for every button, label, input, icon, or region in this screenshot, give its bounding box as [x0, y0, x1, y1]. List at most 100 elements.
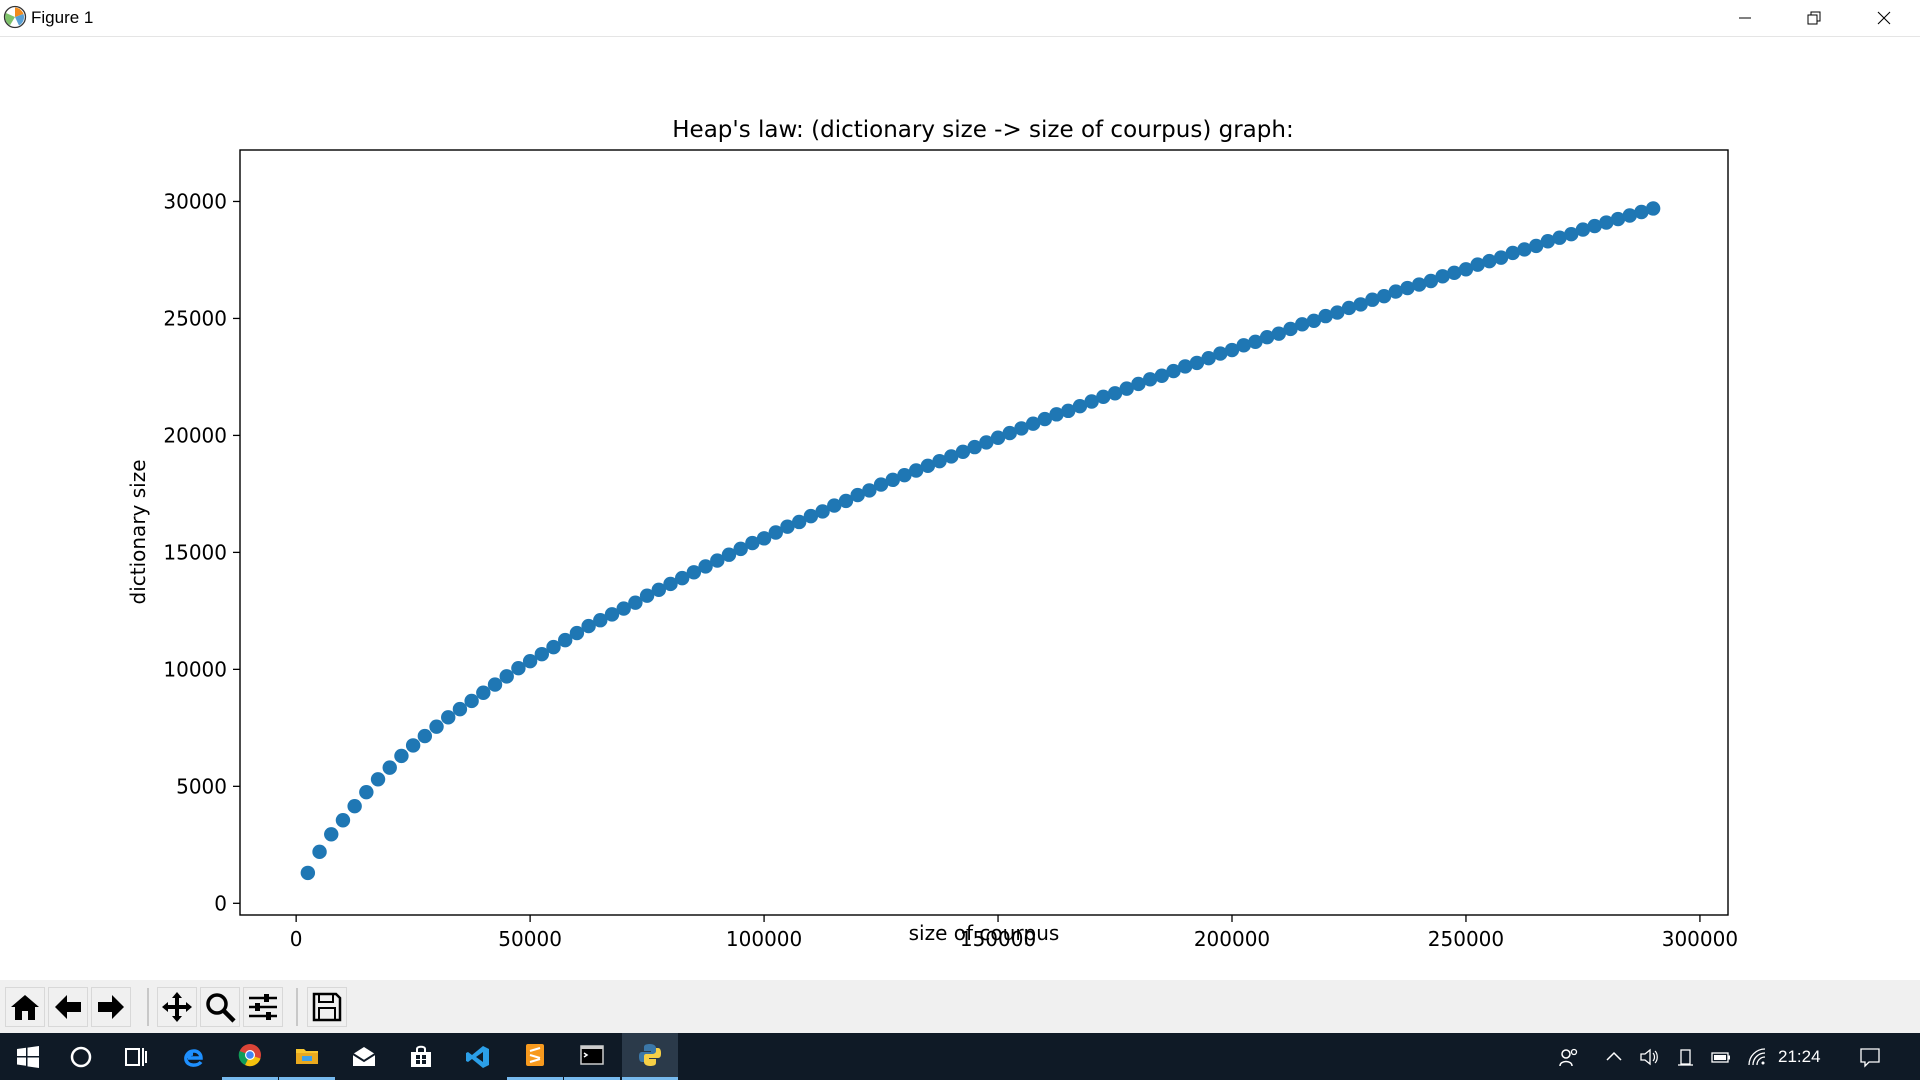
- data-point: [686, 565, 702, 580]
- task-view-icon: [125, 1047, 147, 1066]
- store-icon: [411, 1045, 431, 1067]
- data-point: [1634, 204, 1649, 220]
- data-point: [862, 483, 877, 498]
- x-tick-label: 150000: [960, 927, 1036, 951]
- data-point: [1552, 230, 1567, 245]
- data-point: [324, 827, 339, 842]
- data-point: [990, 430, 1006, 445]
- data-point: [733, 541, 748, 557]
- data-point: [1505, 245, 1520, 261]
- data-point: [464, 693, 479, 709]
- data-point: [1294, 317, 1310, 332]
- zoom-button[interactable]: [200, 987, 240, 1027]
- data-point: [1458, 262, 1474, 277]
- toolbar-separator: [296, 988, 298, 1026]
- pan-icon: [162, 992, 192, 1022]
- data-point: [1025, 416, 1041, 431]
- data-point: [1365, 292, 1380, 307]
- vscode-taskbar-button[interactable]: [450, 1033, 506, 1080]
- terminal-taskbar-button[interactable]: [564, 1033, 620, 1080]
- data-point: [1049, 407, 1064, 422]
- pan-button[interactable]: [157, 987, 197, 1027]
- battery-button[interactable]: [1706, 1033, 1736, 1080]
- data-point: [1353, 297, 1368, 312]
- configure-subplots-button[interactable]: [243, 987, 283, 1027]
- data-point: [1107, 386, 1123, 401]
- data-point: [1575, 222, 1591, 237]
- y-tick-label: 30000: [163, 189, 227, 213]
- home-icon: [11, 995, 39, 1020]
- data-point: [873, 477, 889, 492]
- data-point: [1154, 368, 1170, 383]
- window-titlebar: Figure 1: [0, 0, 1920, 37]
- data-point: [429, 719, 444, 734]
- action-center-button[interactable]: [1852, 1033, 1888, 1080]
- volume-button[interactable]: [1634, 1033, 1664, 1080]
- save-button[interactable]: [307, 987, 347, 1027]
- data-point: [1131, 376, 1146, 392]
- restore-button[interactable]: [1779, 0, 1849, 36]
- data-point: [1002, 425, 1017, 441]
- data-point: [1610, 211, 1626, 227]
- x-tick-label: 100000: [726, 927, 802, 951]
- data-point: [604, 607, 620, 622]
- data-point: [522, 653, 538, 669]
- home-button[interactable]: [5, 987, 45, 1027]
- cortana-icon: [70, 1046, 92, 1067]
- data-point: [756, 531, 772, 546]
- windows-taskbar: 21:24: [0, 1033, 1920, 1080]
- data-point: [1248, 334, 1263, 350]
- data-point: [359, 784, 374, 800]
- edge-taskbar-button[interactable]: [165, 1033, 221, 1080]
- zoom-icon: [206, 993, 236, 1023]
- sublime-taskbar-button[interactable]: [507, 1033, 563, 1080]
- data-point: [827, 498, 842, 513]
- file-explorer-taskbar-button[interactable]: [279, 1033, 335, 1080]
- data-point: [1259, 329, 1275, 345]
- data-point: [1493, 250, 1509, 265]
- data-point: [1061, 403, 1076, 419]
- wifi-button[interactable]: [1742, 1033, 1772, 1080]
- data-point: [663, 576, 678, 592]
- usb-device-button[interactable]: [1670, 1033, 1700, 1080]
- forward-icon: [98, 995, 124, 1019]
- windows-start-icon: [17, 1045, 39, 1068]
- start-button[interactable]: [0, 1033, 56, 1080]
- data-point: [1599, 215, 1614, 230]
- back-button[interactable]: [48, 987, 88, 1027]
- taskbar-clock[interactable]: 21:24: [1778, 1047, 1821, 1066]
- cortana-button[interactable]: [53, 1033, 109, 1080]
- usb-icon: [1678, 1048, 1693, 1066]
- data-point: [581, 618, 596, 634]
- figure-canvas[interactable]: Heap's law: (dictionary size -> size of …: [0, 37, 1920, 980]
- data-point: [511, 660, 526, 676]
- y-tick-label: 20000: [163, 423, 227, 447]
- chevron-up-icon: [1606, 1051, 1622, 1061]
- python-taskbar-button[interactable]: [622, 1033, 678, 1080]
- x-tick-label: 0: [290, 927, 303, 951]
- x-tick-label: 300000: [1662, 927, 1738, 951]
- scatter-chart: Heap's law: (dictionary size -> size of …: [126, 117, 1738, 951]
- chrome-taskbar-button[interactable]: [222, 1033, 278, 1080]
- y-tick-label: 25000: [163, 306, 227, 330]
- data-point: [920, 458, 936, 474]
- task-view-button[interactable]: [108, 1033, 164, 1080]
- store-taskbar-button[interactable]: [393, 1033, 449, 1080]
- people-button[interactable]: [1554, 1033, 1584, 1080]
- minimize-button[interactable]: [1710, 0, 1780, 36]
- y-tick-label: 15000: [163, 540, 227, 564]
- data-point: [815, 504, 830, 519]
- forward-button[interactable]: [91, 987, 131, 1027]
- show-hidden-icons-button[interactable]: [1599, 1033, 1629, 1080]
- terminal-icon: [580, 1045, 604, 1065]
- data-point: [1236, 338, 1251, 353]
- wifi-icon: [1748, 1047, 1766, 1065]
- data-point: [1376, 289, 1392, 304]
- data-point: [1540, 234, 1556, 249]
- mail-icon: [352, 1046, 376, 1066]
- data-point: [698, 559, 713, 574]
- x-axis-label: size of courpus: [909, 921, 1060, 945]
- mail-taskbar-button[interactable]: [336, 1033, 392, 1080]
- data-point: [441, 710, 456, 725]
- close-button[interactable]: [1849, 0, 1919, 36]
